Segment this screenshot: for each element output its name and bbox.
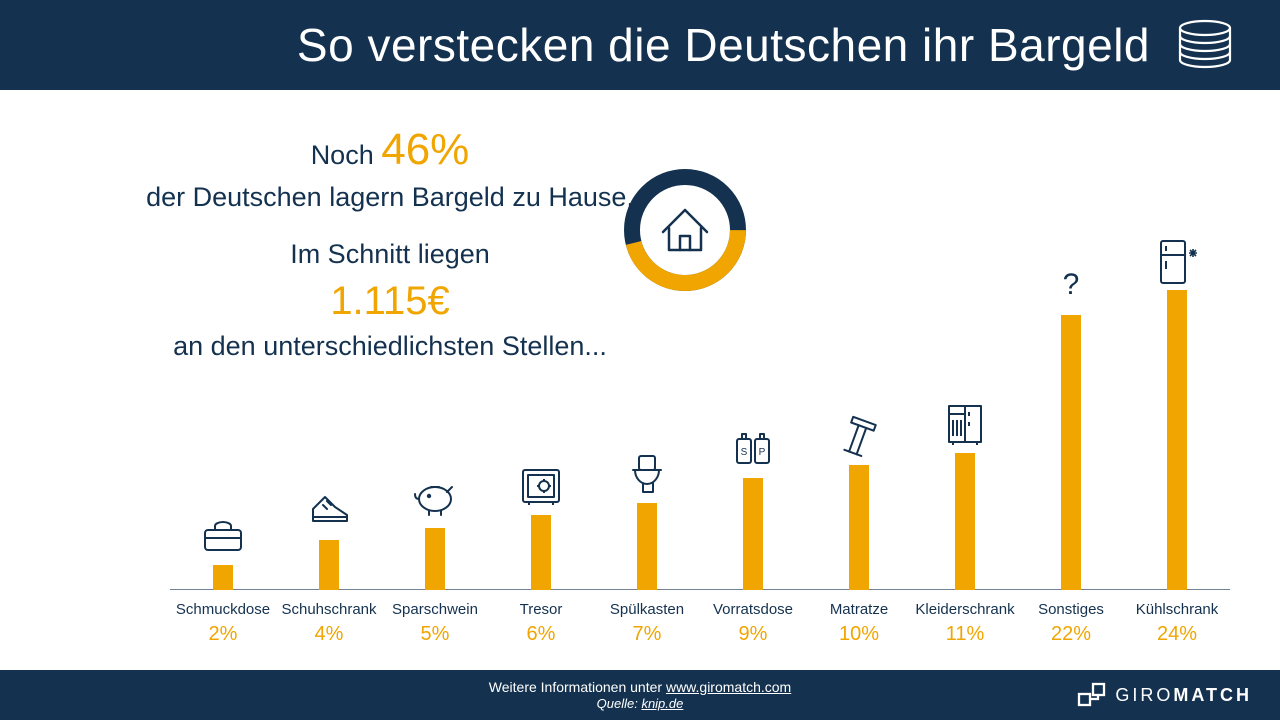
bar-label: Tresor [488, 601, 594, 618]
fridge-icon [1153, 237, 1201, 290]
bar-label: Sparschwein [382, 601, 488, 618]
box-icon [199, 512, 247, 565]
brand-logo: GIROMATCH [1077, 682, 1252, 708]
bar-value: 7% [594, 623, 700, 646]
bar [425, 528, 445, 591]
bar-label: Kleiderschrank [912, 601, 1018, 618]
source-link[interactable]: knip.de [641, 696, 683, 711]
intro-line1: der Deutschen lagern Bargeld zu Hause. [140, 179, 640, 215]
question-icon: ? [1047, 262, 1095, 315]
footer-link[interactable]: www.giromatch.com [666, 679, 791, 695]
bar-label: Kühlschrank [1124, 601, 1230, 618]
bar-value: 11% [912, 623, 1018, 646]
cans-icon: SP [729, 425, 777, 478]
bar [1167, 290, 1187, 590]
footer-source: Quelle: knip.de [597, 696, 684, 711]
coins-icon [1170, 15, 1240, 75]
wardrobe-icon [941, 400, 989, 453]
bar-value: 4% [276, 623, 382, 646]
bar-label: Spülkasten [594, 601, 700, 618]
bar-value: 2% [170, 623, 276, 646]
svg-text:P: P [759, 447, 766, 458]
footer-info: Weitere Informationen unter www.giromatc… [489, 679, 791, 695]
bar [531, 515, 551, 590]
bar-value: 9% [700, 623, 806, 646]
bar-value: 6% [488, 623, 594, 646]
bar-label: Schuhschrank [276, 601, 382, 618]
safe-icon [517, 462, 565, 515]
main-content: Noch 46% der Deutschen lagern Bargeld zu… [0, 90, 1280, 670]
logo-icon [1077, 682, 1107, 708]
mattress-icon [835, 412, 883, 465]
header-bar: So verstecken die Deutschen ihr Bargeld [0, 0, 1280, 90]
bar-value: 5% [382, 623, 488, 646]
bar-label: Vorratsdose [700, 601, 806, 618]
page-title: So verstecken die Deutschen ihr Bargeld [297, 18, 1150, 72]
bar-chart: Schmuckdose 2%Schuhschrank 4%Sparschwein 5%… [170, 260, 1230, 660]
logo-text-b: MATCH [1173, 685, 1252, 705]
footer-bar: Weitere Informationen unter www.giromatc… [0, 670, 1280, 720]
pig-icon [411, 475, 459, 528]
shoe-icon [305, 487, 353, 540]
bar-label: Sonstiges [1018, 601, 1124, 618]
bar-value: 22% [1018, 623, 1124, 646]
intro-prefix: Noch [311, 140, 382, 170]
bar-value: 10% [806, 623, 912, 646]
svg-text:S: S [741, 447, 748, 458]
bar [213, 565, 233, 590]
bar [319, 540, 339, 590]
bar [743, 478, 763, 591]
svg-text:?: ? [1063, 268, 1080, 301]
bar [1061, 315, 1081, 590]
intro-pct: 46% [381, 125, 469, 174]
logo-text-a: GIRO [1115, 685, 1173, 705]
bar [849, 465, 869, 590]
bar-value: 24% [1124, 623, 1230, 646]
bar-label: Schmuckdose [170, 601, 276, 618]
bar-label: Matratze [806, 601, 912, 618]
bar [637, 503, 657, 591]
bar [955, 453, 975, 591]
toilet-icon [623, 450, 671, 503]
